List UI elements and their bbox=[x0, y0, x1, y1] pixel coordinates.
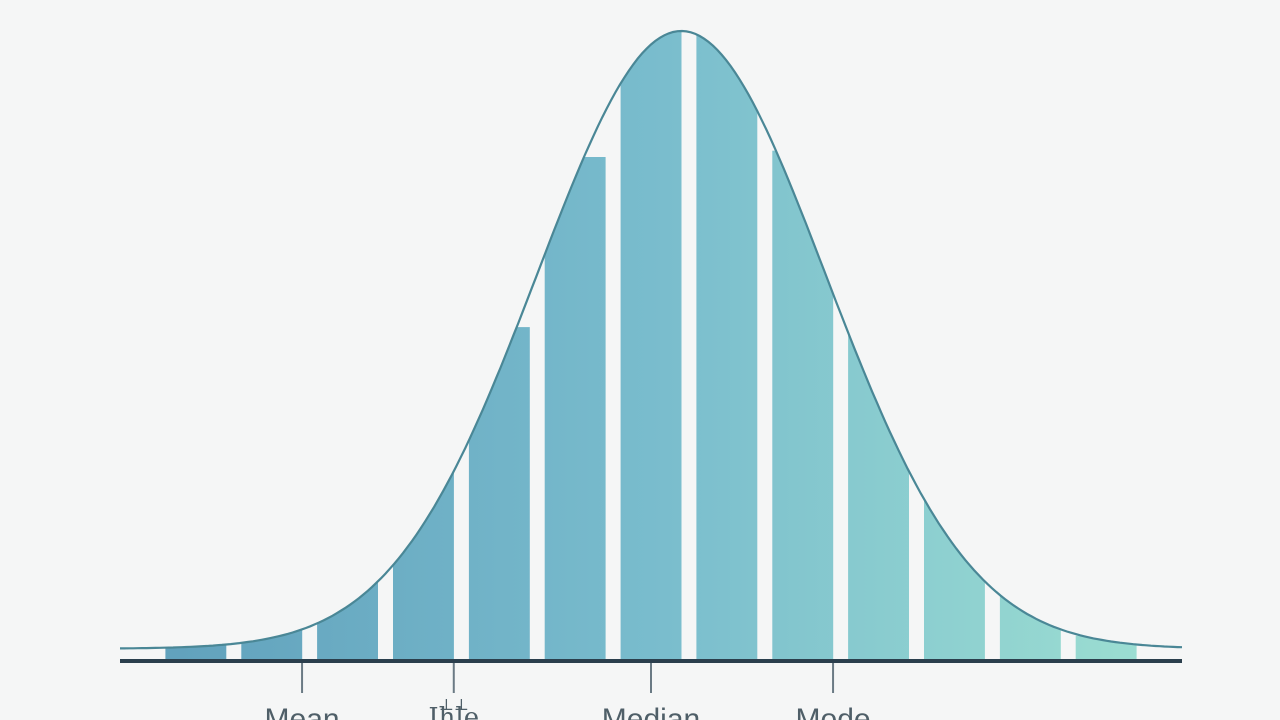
bars-group bbox=[165, 31, 1137, 661]
histogram-bar bbox=[848, 283, 909, 661]
histogram-bar bbox=[772, 150, 834, 661]
x-axis-ticks: Mean ⊥⊥Ihle Median Mode bbox=[265, 663, 871, 720]
x-tick-label: Mean bbox=[265, 703, 340, 720]
histogram-bar bbox=[696, 31, 758, 661]
histogram-bar bbox=[544, 157, 606, 661]
histogram-bar bbox=[924, 465, 985, 661]
density-curve bbox=[120, 29, 1183, 650]
histogram-bar bbox=[620, 31, 682, 661]
histogram-bar bbox=[468, 327, 530, 661]
histogram-bar bbox=[393, 465, 454, 661]
x-tick-label: Mode bbox=[796, 703, 871, 720]
x-tick-label: ⊥⊥Ihle bbox=[428, 695, 479, 720]
x-tick-label: Median bbox=[602, 703, 700, 720]
